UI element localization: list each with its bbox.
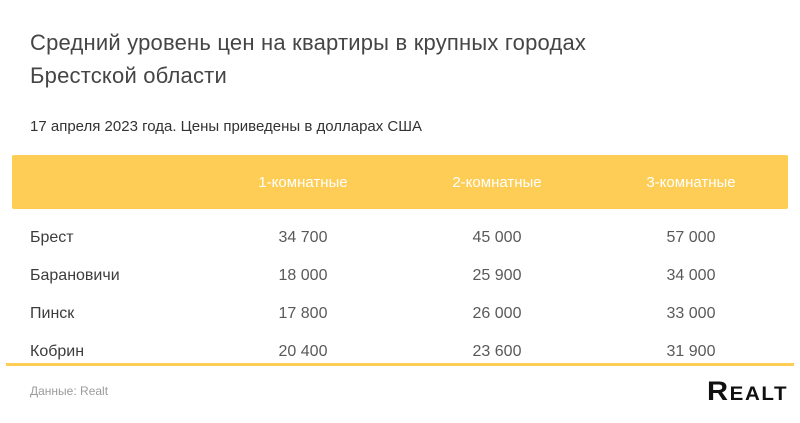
table-row: Пинск 17 800 26 000 33 000 xyxy=(12,295,788,333)
column-header-1room: 1-комнатные xyxy=(258,173,348,191)
table-row: Брест 34 700 45 000 57 000 xyxy=(12,219,788,257)
accent-divider xyxy=(6,363,794,366)
city-cell: Брест xyxy=(30,229,74,246)
data-source-label: Данные: Realt xyxy=(30,384,109,398)
table-row: Барановичи 18 000 25 900 34 000 xyxy=(12,257,788,295)
table-row: Кобрин 20 400 23 600 31 900 xyxy=(12,333,788,371)
table-body: Брест 34 700 45 000 57 000 Барановичи 18… xyxy=(12,209,788,371)
value-cell: 45 000 xyxy=(472,229,522,246)
value-cell: 18 000 xyxy=(278,267,328,284)
table-header-row: 1-комнатные 2-комнатные 3-комнатные xyxy=(12,155,788,209)
price-table: 1-комнатные 2-комнатные 3-комнатные Брес… xyxy=(12,155,788,371)
page-subtitle: 17 апреля 2023 года. Цены приведены в до… xyxy=(30,118,423,135)
value-cell: 17 800 xyxy=(278,305,328,322)
city-cell: Барановичи xyxy=(30,267,120,284)
city-cell: Кобрин xyxy=(30,343,85,360)
value-cell: 34 000 xyxy=(666,267,716,284)
value-cell: 33 000 xyxy=(666,305,716,322)
column-header-3room: 3-комнатные xyxy=(646,173,736,191)
value-cell: 23 600 xyxy=(472,343,522,360)
value-cell: 57 000 xyxy=(666,229,716,246)
page-title: Средний уровень цен на квартиры в крупны… xyxy=(30,30,587,88)
value-cell: 26 000 xyxy=(472,305,522,322)
value-cell: 34 700 xyxy=(278,229,328,246)
city-cell: Пинск xyxy=(30,305,75,322)
value-cell: 20 400 xyxy=(278,343,328,360)
realt-logo: Realt xyxy=(706,376,788,406)
value-cell: 31 900 xyxy=(666,343,716,360)
column-header-2room: 2-комнатные xyxy=(452,173,542,191)
value-cell: 25 900 xyxy=(472,267,522,284)
